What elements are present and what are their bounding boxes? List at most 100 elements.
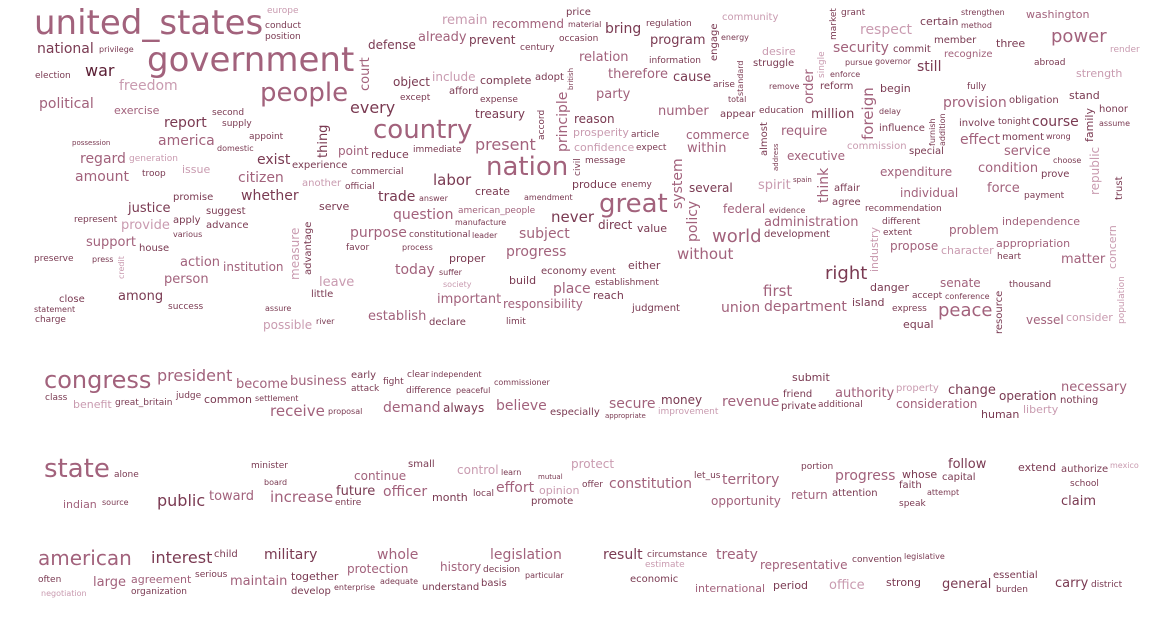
- cloud-word: another: [302, 178, 342, 189]
- cloud-word: commerce: [686, 128, 750, 142]
- cloud-word: represent: [74, 215, 118, 225]
- cloud-word: operation: [999, 389, 1057, 403]
- cloud-word: favor: [346, 243, 370, 253]
- cloud-word: reason: [574, 112, 615, 126]
- cloud-word: settlement: [255, 394, 299, 403]
- cloud-word: believe: [496, 398, 547, 414]
- cloud-word: expect: [636, 143, 667, 153]
- cloud-word: character: [941, 244, 994, 257]
- cloud-word: course: [1032, 114, 1079, 130]
- cloud-word: today: [395, 262, 435, 278]
- cloud-word: appropriate: [605, 412, 646, 420]
- cloud-word: burden: [996, 585, 1028, 595]
- cloud-word: great: [599, 189, 668, 219]
- cloud-word: measure: [288, 227, 302, 280]
- cloud-word: economic: [630, 574, 679, 585]
- cloud-word: officer: [383, 484, 428, 500]
- cloud-word: often: [38, 575, 62, 585]
- cloud-word: america: [158, 133, 215, 149]
- cloud-word: conference: [945, 292, 990, 301]
- cloud-word: promote: [531, 496, 574, 507]
- cloud-word: possession: [72, 139, 111, 147]
- cloud-word: confidence: [574, 141, 635, 154]
- cloud-word: faith: [899, 480, 922, 491]
- cloud-word: market: [829, 8, 839, 40]
- cloud-word: system: [670, 158, 686, 209]
- cloud-word: washington: [1026, 8, 1090, 21]
- cloud-word: small: [408, 459, 435, 470]
- cloud-word: toward: [209, 489, 255, 504]
- cloud-word: liberty: [1023, 403, 1059, 416]
- cloud-word: peaceful: [456, 386, 491, 395]
- cloud-word: adopt: [535, 72, 564, 83]
- cloud-word: judgment: [632, 303, 680, 314]
- cloud-word: development: [764, 229, 830, 240]
- cloud-word: carry: [1055, 576, 1089, 591]
- cloud-word: statement: [34, 305, 76, 314]
- cloud-word: enemy: [621, 180, 652, 190]
- cloud-word: especially: [550, 407, 600, 418]
- cloud-word: regard: [80, 151, 126, 167]
- cloud-word: board: [264, 478, 288, 487]
- cloud-word: subject: [519, 226, 570, 242]
- cloud-word: large: [93, 575, 126, 590]
- cloud-word: report: [164, 115, 207, 131]
- cloud-word: present: [475, 135, 536, 154]
- cloud-word: result: [603, 547, 643, 563]
- cloud-word: attempt: [927, 488, 960, 497]
- cloud-word: obligation: [1009, 95, 1059, 106]
- cloud-word: honor: [1099, 104, 1129, 115]
- cloud-word: person: [164, 272, 209, 287]
- cloud-word: period: [773, 579, 809, 592]
- cloud-word: render: [1110, 45, 1140, 55]
- cloud-word: desire: [762, 45, 796, 58]
- cloud-word: increase: [270, 488, 334, 506]
- cloud-word: public: [157, 491, 206, 510]
- cloud-word: authorize: [1061, 464, 1109, 475]
- cloud-word: legislation: [490, 547, 562, 563]
- cloud-word: first: [763, 282, 793, 300]
- cloud-word: vessel: [1026, 313, 1064, 327]
- cloud-word: protection: [347, 562, 409, 576]
- cloud-word: cause: [673, 70, 712, 85]
- cloud-word: preserve: [34, 254, 74, 264]
- cloud-word: prevent: [469, 33, 516, 47]
- cloud-word: event: [590, 267, 616, 277]
- cloud-word: effect: [960, 132, 1001, 148]
- cloud-word: assure: [265, 304, 292, 313]
- cloud-word: union: [721, 300, 761, 316]
- cloud-word: payment: [1024, 191, 1065, 201]
- cloud-word: furnish: [928, 118, 937, 146]
- cloud-word: recognize: [944, 49, 993, 60]
- cloud-word: executive: [787, 149, 846, 163]
- cloud-word: position: [265, 32, 301, 42]
- cloud-word: pursue: [845, 58, 873, 67]
- cloud-word: school: [1070, 479, 1099, 489]
- cloud-word: century: [520, 43, 555, 53]
- cloud-word: still: [917, 59, 942, 75]
- cloud-word: essential: [993, 570, 1038, 581]
- cloud-word: attention: [832, 488, 878, 499]
- cloud-word: class: [45, 393, 68, 403]
- cloud-word: return: [791, 488, 828, 502]
- cloud-word: answer: [419, 194, 448, 203]
- cloud-word: nation: [486, 152, 569, 182]
- cloud-word: great_britain: [115, 398, 173, 408]
- cloud-word: expenditure: [880, 165, 953, 179]
- cloud-word: prove: [1041, 169, 1070, 180]
- cloud-word: principle: [555, 91, 571, 152]
- cloud-word: material: [568, 20, 602, 29]
- cloud-word: special: [909, 146, 944, 157]
- cloud-word: without: [677, 245, 734, 263]
- cloud-word: organization: [131, 587, 187, 597]
- cloud-word: submit: [792, 371, 830, 384]
- cloud-word: spirit: [758, 178, 791, 193]
- cloud-word: serve: [319, 200, 350, 213]
- cloud-word: indian: [63, 498, 97, 511]
- cloud-word: consider: [1066, 311, 1113, 324]
- cloud-word: enforce: [830, 70, 861, 79]
- cloud-word: delay: [879, 107, 901, 116]
- cloud-word: extent: [883, 228, 913, 238]
- cloud-word: domestic: [217, 144, 254, 153]
- cloud-word: reform: [820, 81, 854, 92]
